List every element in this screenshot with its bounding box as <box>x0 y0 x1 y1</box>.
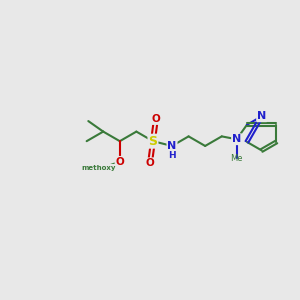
Text: N: N <box>257 111 266 121</box>
Text: methoxy: methoxy <box>82 164 116 170</box>
Text: O: O <box>116 157 124 167</box>
Text: O: O <box>152 114 160 124</box>
Text: H: H <box>169 151 176 160</box>
Text: N: N <box>232 134 241 144</box>
Text: S: S <box>148 135 158 148</box>
Text: Me: Me <box>230 154 243 163</box>
Text: N: N <box>167 141 177 151</box>
Text: O: O <box>146 158 154 168</box>
